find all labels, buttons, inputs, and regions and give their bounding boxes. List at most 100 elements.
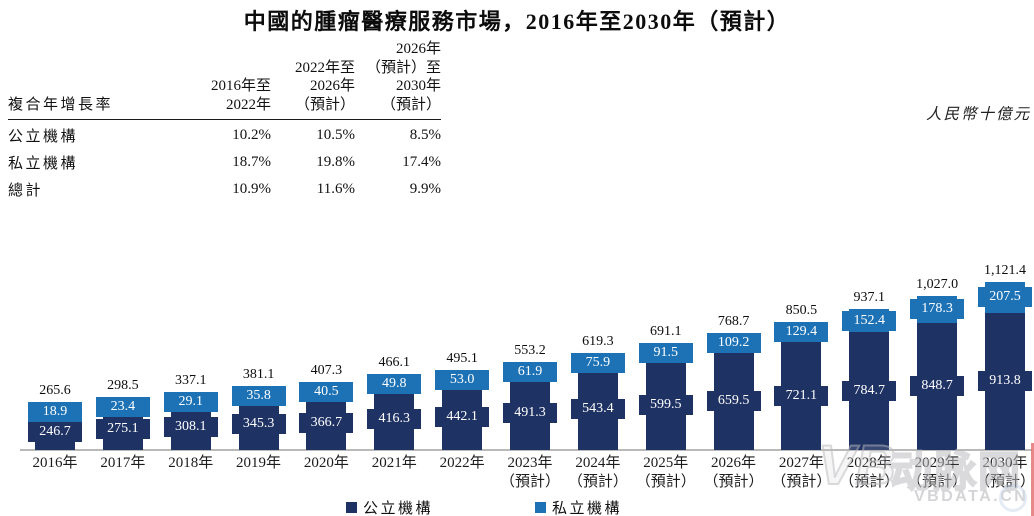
public-value-badge: 366.7 <box>299 412 354 433</box>
private-value-badge: 18.9 <box>28 401 82 422</box>
total-value-label: 553.2 <box>514 342 546 358</box>
x-tick-label: 2021年 <box>354 454 434 473</box>
private-value-badge: 35.8 <box>231 385 286 406</box>
public-value-badge: 491.3 <box>502 403 557 424</box>
cagr-value-cell: 9.9% <box>409 181 441 197</box>
public-value-badge: 913.8 <box>977 371 1032 392</box>
chart-legend: 公立機構 私立機構 <box>346 497 622 516</box>
x-tick-year: 2030年 <box>982 455 1028 471</box>
legend-item: 公立機構 <box>346 497 433 516</box>
cagr-col-header: 2016年至 2022年 <box>198 40 271 120</box>
cagr-row: 私立機構 18.7% 19.8% 17.4% <box>8 147 441 174</box>
public-value-badge: 275.1 <box>95 419 150 440</box>
cagr-value-cell: 18.7% <box>232 154 271 170</box>
x-tick-year: 2024年 <box>575 455 621 471</box>
cagr-row: 總計 10.9% 11.6% 9.9% <box>8 174 441 201</box>
cagr-table: 複合年增長率 2016年至 2022年 2022年至 2026年 （預計） 2026年 （預計… <box>8 40 441 201</box>
public-value-badge: 543.4 <box>570 399 625 420</box>
cagr-row-label: 公立機構 <box>8 129 79 145</box>
legend-item: 私立機構 <box>535 497 622 516</box>
cagr-row: 公立機構 10.2% 10.5% 8.5% <box>8 120 441 148</box>
watermark-red-line <box>1031 443 1034 516</box>
cagr-col-header: 2022年至 2026年 （預計） <box>271 40 355 120</box>
public-value-badge: 442.1 <box>435 406 490 427</box>
x-tick-year: 2026年 <box>711 455 757 471</box>
private-value-badge: 152.4 <box>842 310 897 331</box>
legend-label: 私立機構 <box>552 501 623 516</box>
public-value-badge: 416.3 <box>367 408 422 429</box>
x-tick-year: 2022年 <box>439 455 485 471</box>
cagr-header-row: 複合年增長率 2016年至 2022年 2022年至 2026年 （預計） 2026年 （預計… <box>8 40 441 120</box>
x-tick-label: 2030年 （預計） <box>965 454 1034 492</box>
total-value-label: 850.5 <box>785 303 818 319</box>
cagr-value-cell: 17.4% <box>402 154 441 170</box>
x-tick-sublabel: （預計） <box>839 474 900 490</box>
x-tick-sublabel: （預計） <box>907 474 968 490</box>
x-tick-label: 2027年 （預計） <box>761 454 841 492</box>
x-tick-label: 2029年 （預計） <box>897 454 977 492</box>
total-value-label: 298.5 <box>107 377 139 393</box>
total-value-label: 466.1 <box>378 354 411 370</box>
legend-swatch <box>535 502 547 513</box>
public-value-badge: 721.1 <box>774 385 829 406</box>
cagr-header-label: 複合年增長率 <box>8 40 198 120</box>
public-value-badge: 599.5 <box>638 395 693 416</box>
private-value-badge: 207.5 <box>977 287 1032 308</box>
cagr-value-cell: 19.8% <box>316 154 355 170</box>
x-tick-year: 2016年 <box>32 455 78 471</box>
x-tick-label: 2018年 <box>151 454 231 473</box>
cagr-value-cell: 10.9% <box>232 181 271 197</box>
x-tick-year: 2017年 <box>100 455 146 471</box>
chart-title: 中國的腫瘤醫療服務市場，2016年至2030年（預計） <box>243 9 791 34</box>
x-tick-sublabel: （預計） <box>635 474 696 490</box>
x-tick-year: 2018年 <box>168 455 214 471</box>
public-value-badge: 659.5 <box>706 390 761 411</box>
unit-label: 人民幣十億元 <box>925 106 1031 123</box>
public-value-badge: 848.7 <box>910 376 965 397</box>
cagr-row-label: 總計 <box>8 183 44 199</box>
x-tick-year: 2021年 <box>371 455 417 471</box>
total-value-label: 937.1 <box>853 290 886 306</box>
x-tick-year: 2028年 <box>846 455 892 471</box>
x-tick-label: 2023年 （預計） <box>490 454 570 492</box>
legend-label: 公立機構 <box>363 501 434 516</box>
private-value-badge: 178.3 <box>910 299 965 320</box>
total-value-label: 619.3 <box>582 333 614 349</box>
private-value-badge: 49.8 <box>367 373 422 394</box>
x-tick-label: 2026年 （預計） <box>694 454 774 492</box>
total-value-label: 1,027.0 <box>916 276 959 292</box>
public-value-badge: 246.7 <box>28 421 82 442</box>
x-tick-label: 2019年 <box>219 454 299 473</box>
x-tick-label: 2016年 <box>15 454 95 473</box>
cagr-value-cell: 10.5% <box>316 127 355 143</box>
total-value-label: 337.1 <box>174 372 207 388</box>
x-tick-label: 2022年 <box>422 454 502 473</box>
x-tick-sublabel: （預計） <box>703 474 764 490</box>
total-value-label: 407.3 <box>310 362 343 378</box>
cagr-value-cell: 11.6% <box>316 181 355 197</box>
public-value-badge: 308.1 <box>163 416 218 437</box>
x-tick-label: 2020年 <box>286 454 366 473</box>
total-value-label: 381.1 <box>242 366 275 382</box>
private-value-badge: 53.0 <box>435 369 490 390</box>
x-tick-year: 2029年 <box>914 455 960 471</box>
x-tick-sublabel: （預計） <box>771 474 832 490</box>
private-value-badge: 109.2 <box>706 332 761 353</box>
private-value-badge: 23.4 <box>95 396 150 417</box>
private-value-badge: 61.9 <box>502 361 557 382</box>
total-value-label: 768.7 <box>717 313 750 329</box>
x-tick-year: 2019年 <box>236 455 282 471</box>
public-value-badge: 345.3 <box>231 414 286 435</box>
x-tick-year: 2020年 <box>303 455 349 471</box>
cagr-col-header: 2026年 （預計）至 2030年 （預計） <box>355 40 441 120</box>
private-value-badge: 129.4 <box>774 322 829 343</box>
x-tick-label: 2025年 （預計） <box>626 454 706 492</box>
x-tick-year: 2027年 <box>778 455 824 471</box>
cagr-value-cell: 10.2% <box>232 127 271 143</box>
x-tick-sublabel: （預計） <box>499 474 560 490</box>
public-value-badge: 784.7 <box>842 381 897 402</box>
total-value-label: 691.1 <box>649 324 682 340</box>
private-value-badge: 29.1 <box>163 391 218 412</box>
